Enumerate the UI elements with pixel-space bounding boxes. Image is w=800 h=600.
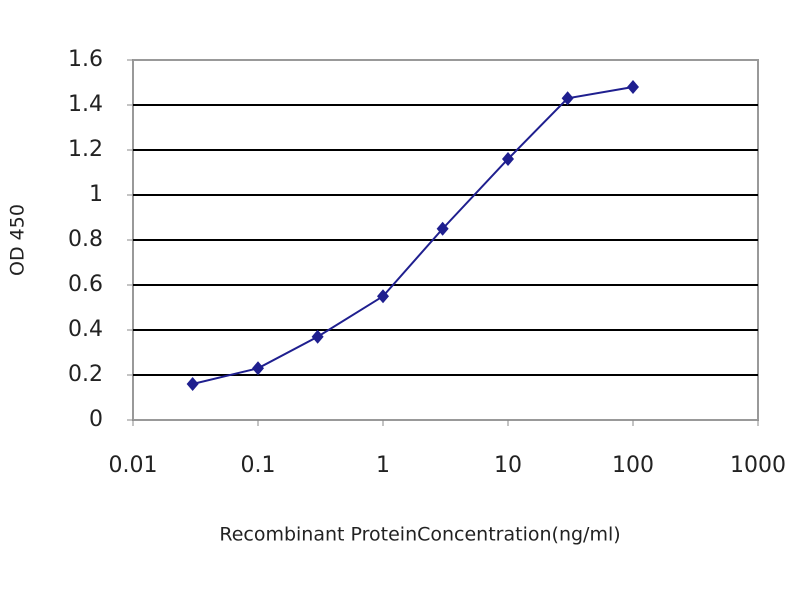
x-tick-label: 1 (376, 453, 390, 478)
x-tick-label: 1000 (730, 453, 786, 478)
x-tick-label: 100 (612, 453, 654, 478)
x-tick-label: 0.1 (241, 453, 276, 478)
y-tick-label: 0.2 (68, 362, 103, 387)
y-tick-label: 0.8 (68, 227, 103, 252)
marker (561, 91, 574, 106)
y-axis-label: OD 450 (7, 204, 29, 276)
marker (377, 289, 389, 304)
y-tick-label: 1.6 (68, 47, 103, 72)
series-line (192, 86, 634, 385)
y-tick-label: 0.4 (68, 317, 103, 342)
y-tick-label: 1 (89, 182, 103, 207)
x-tick-label: 10 (494, 453, 522, 478)
x-axis-label: Recombinant ProteinConcentration(ng/ml) (219, 524, 620, 546)
x-tick-label: 0.01 (109, 453, 158, 478)
y-tick-label: 0.6 (68, 272, 103, 297)
marker (436, 221, 449, 236)
y-tick-label: 1.4 (68, 92, 103, 117)
marker (311, 329, 324, 344)
marker (186, 377, 199, 391)
y-tick-label: 1.2 (68, 137, 103, 162)
marker (627, 80, 639, 94)
y-tick-label: 0 (89, 407, 103, 432)
marker (502, 152, 514, 166)
marker (252, 361, 264, 376)
